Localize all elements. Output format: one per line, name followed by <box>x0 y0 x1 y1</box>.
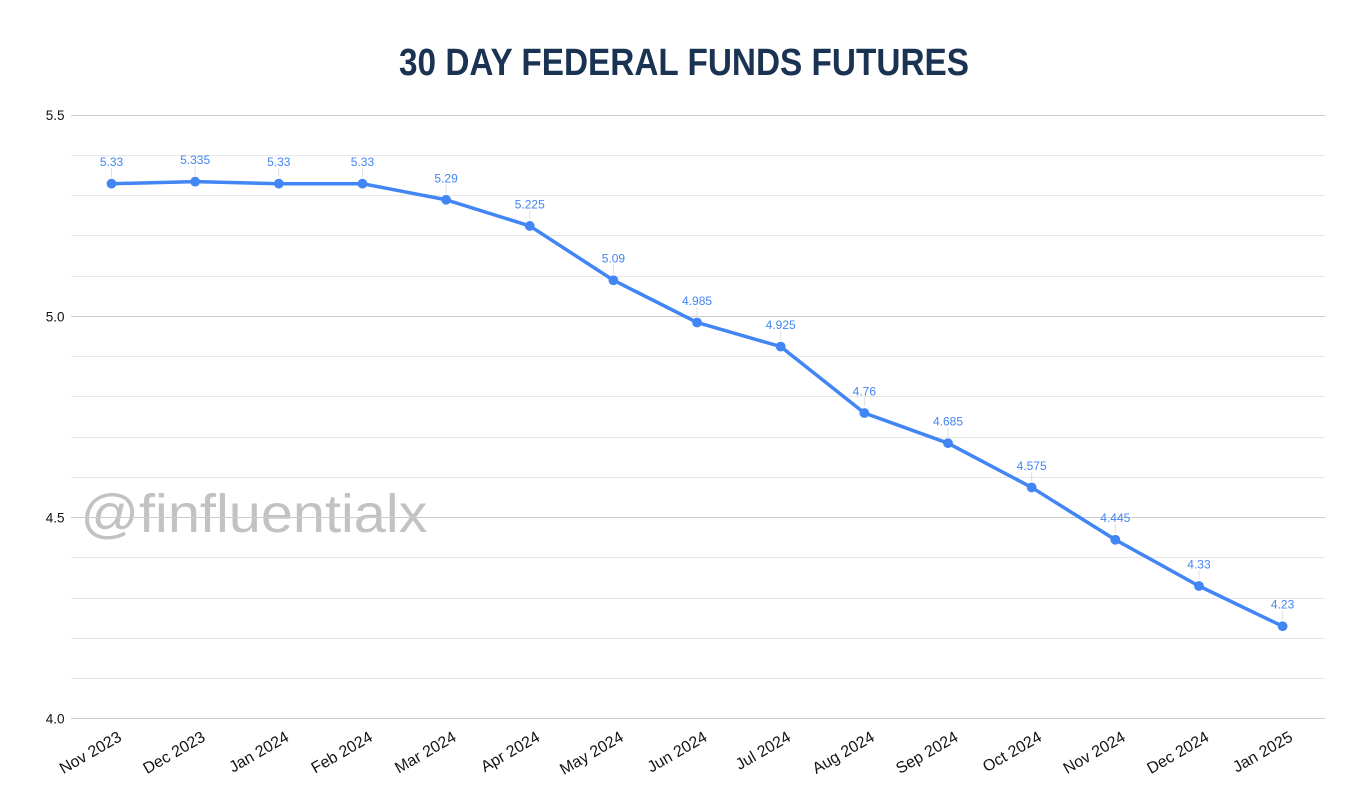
svg-text:4.5: 4.5 <box>46 510 65 525</box>
svg-text:@finfluentialx: @finfluentialx <box>81 484 428 544</box>
svg-text:5.335: 5.335 <box>180 153 210 167</box>
svg-text:4.925: 4.925 <box>766 318 796 332</box>
svg-text:4.23: 4.23 <box>1271 598 1295 612</box>
svg-text:4.33: 4.33 <box>1187 557 1211 571</box>
svg-text:5.29: 5.29 <box>434 171 458 185</box>
svg-text:5.5: 5.5 <box>46 108 65 123</box>
svg-text:5.0: 5.0 <box>46 309 65 324</box>
svg-text:4.685: 4.685 <box>933 415 963 429</box>
svg-text:5.33: 5.33 <box>267 155 291 169</box>
svg-text:5.09: 5.09 <box>602 252 626 266</box>
svg-text:4.575: 4.575 <box>1017 459 1047 473</box>
svg-text:4.76: 4.76 <box>853 385 877 399</box>
svg-text:4.0: 4.0 <box>46 712 65 727</box>
svg-text:5.33: 5.33 <box>100 155 124 169</box>
svg-text:4.445: 4.445 <box>1100 511 1130 525</box>
svg-text:30 DAY FEDERAL FUNDS FUTURES: 30 DAY FEDERAL FUNDS FUTURES <box>399 42 969 84</box>
svg-text:5.33: 5.33 <box>351 155 375 169</box>
svg-text:4.985: 4.985 <box>682 294 712 308</box>
svg-text:5.225: 5.225 <box>515 197 545 211</box>
